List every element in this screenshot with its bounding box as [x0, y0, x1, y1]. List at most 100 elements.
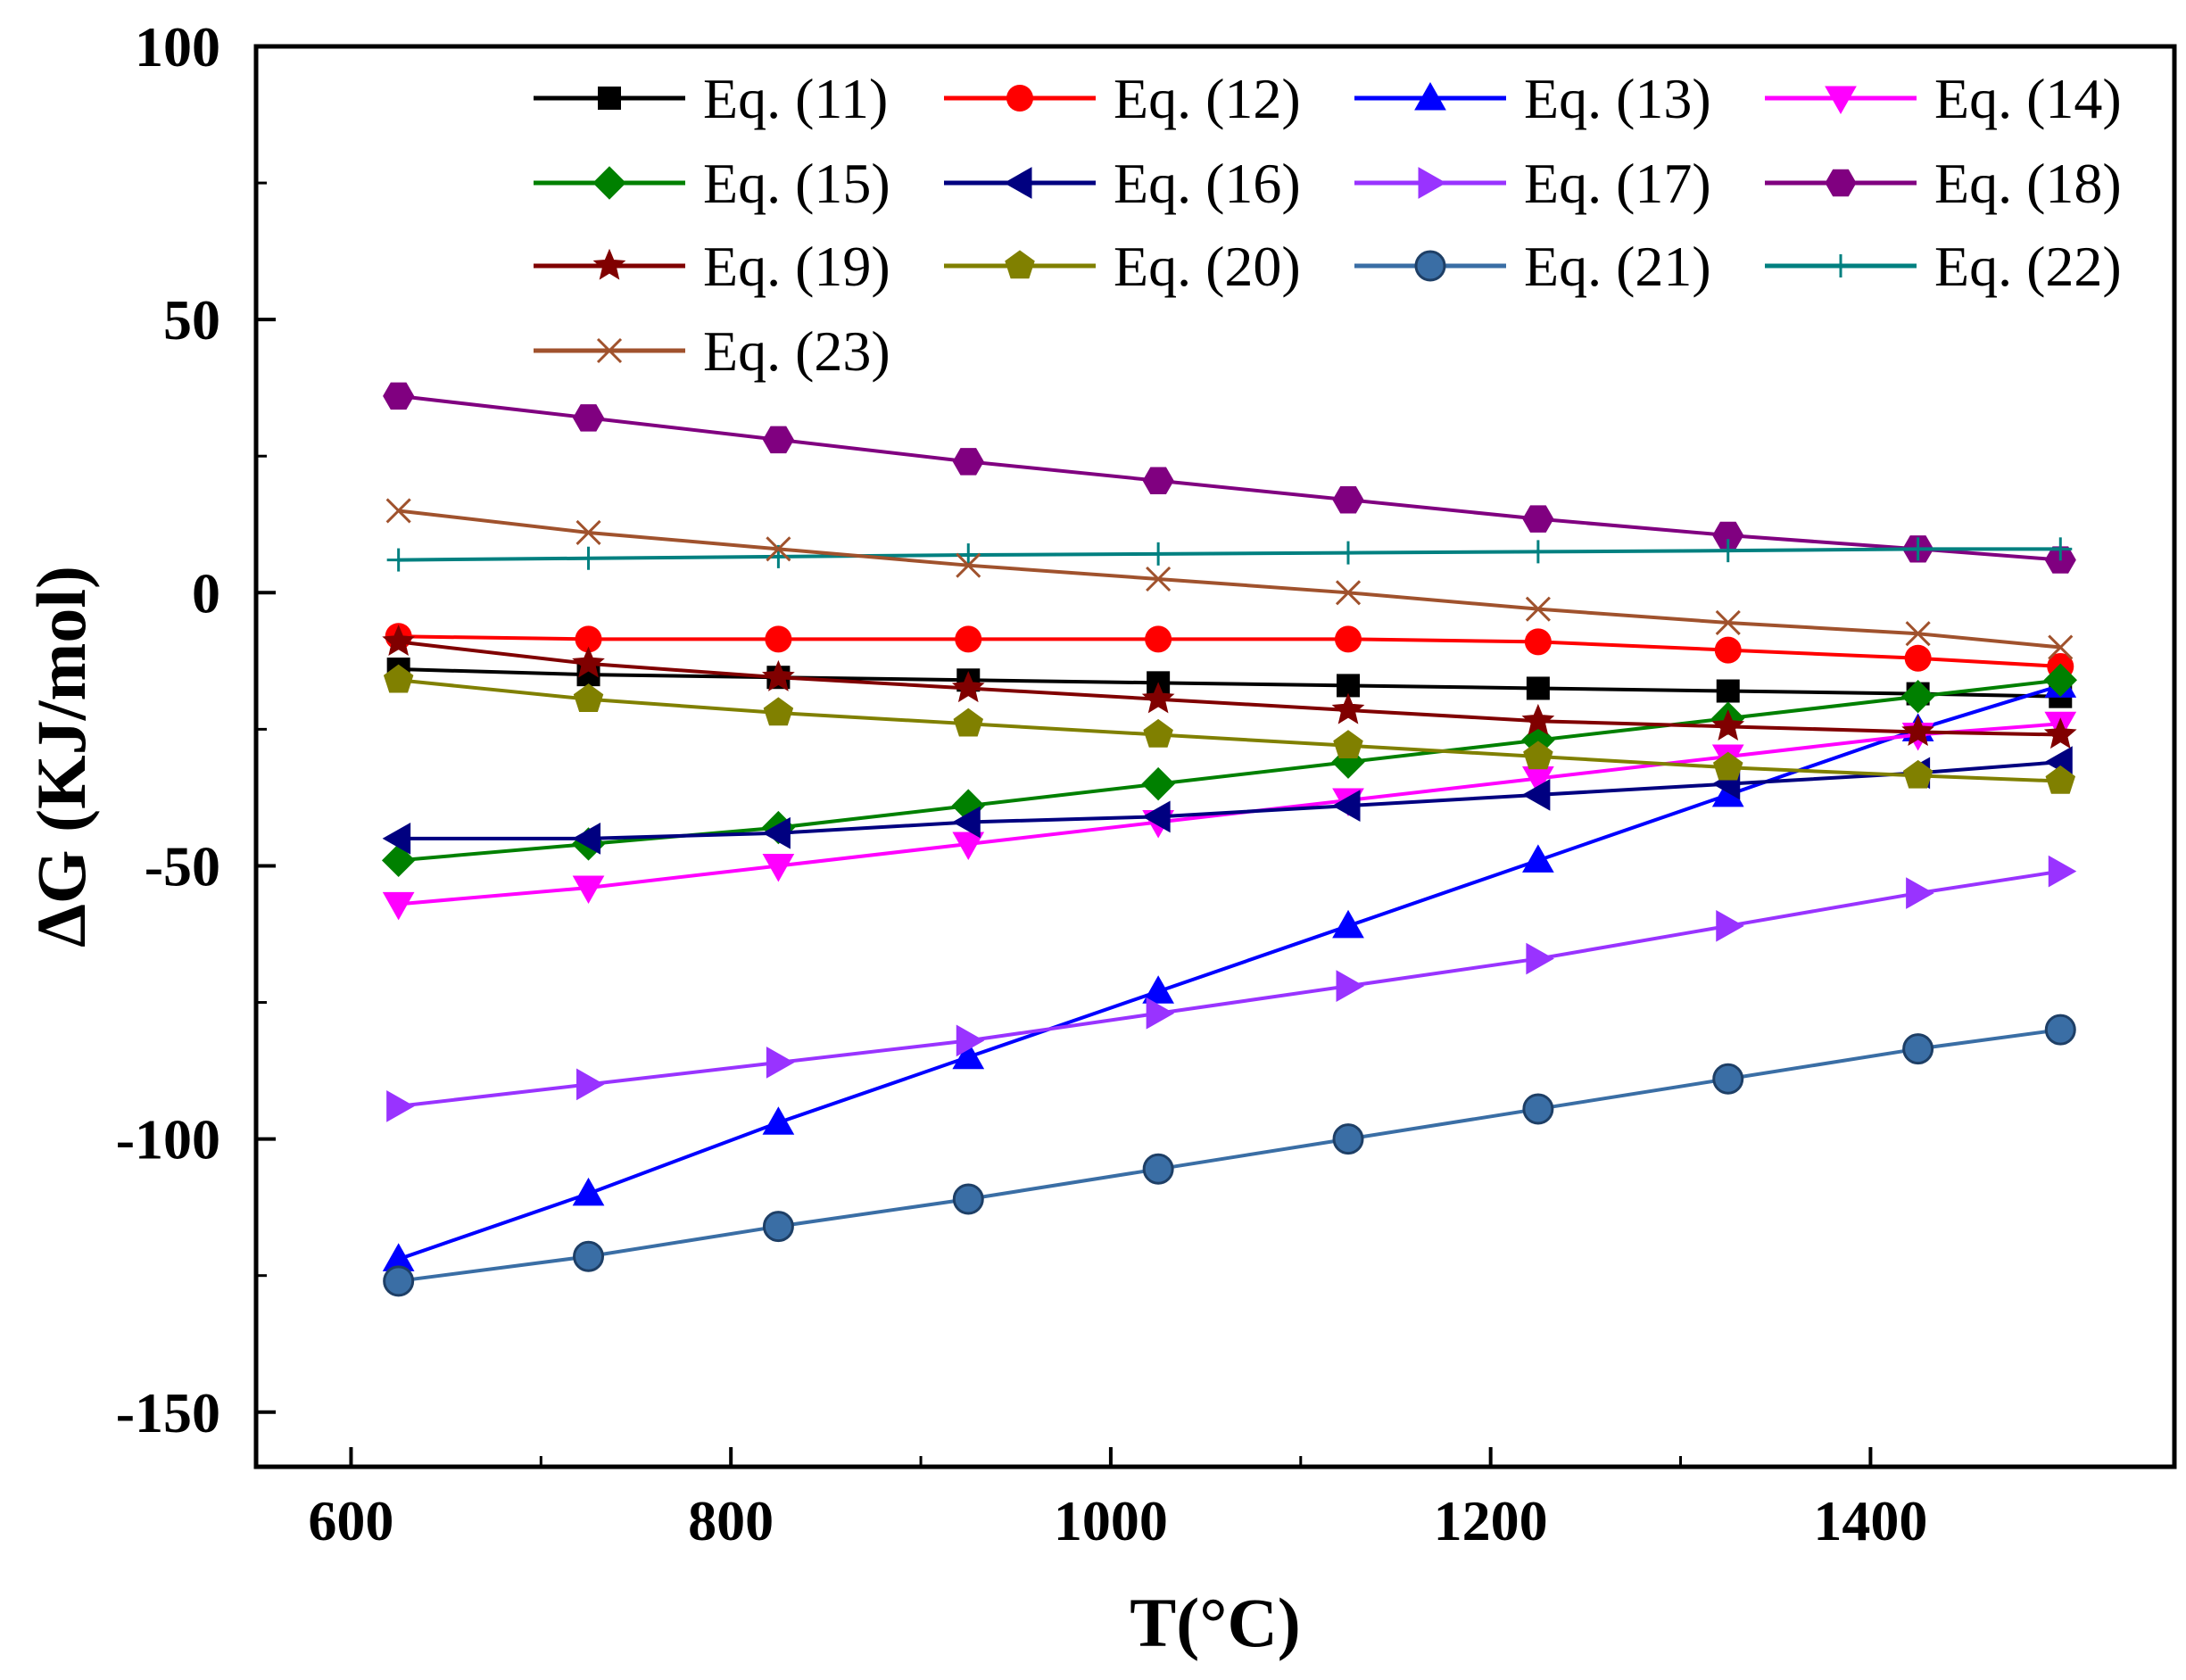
data-point: [2049, 537, 2073, 561]
data-point: [1906, 877, 1934, 909]
legend-marker: [1006, 85, 1033, 112]
legend-label: Eq. (21): [1524, 235, 1711, 298]
data-point: [953, 708, 984, 737]
y-tick-label: -150: [116, 1381, 220, 1444]
data-point: [1331, 790, 1361, 822]
legend-item: Eq. (13): [1354, 67, 1711, 130]
data-point: [1525, 596, 1551, 622]
x-tick-label: 1200: [1434, 1489, 1548, 1552]
legend-marker: [1414, 81, 1446, 111]
marker-part: [1146, 566, 1172, 592]
data-point: [1524, 628, 1552, 656]
legend-marker: [592, 248, 626, 280]
legend-label: Eq. (23): [703, 319, 890, 383]
data-point: [1332, 485, 1364, 514]
legend-label: Eq. (19): [703, 235, 890, 298]
legend-item: Eq. (21): [1354, 235, 1711, 298]
data-point: [1142, 467, 1174, 495]
legend: Eq. (11) Eq. (12) Eq. (13) Eq. (14) Eq. (15)…: [534, 67, 2122, 383]
data-point: [1716, 539, 1740, 563]
legend-label: Eq. (15): [703, 152, 890, 215]
marker-part: [1905, 621, 1931, 647]
data-point: [1526, 676, 1550, 700]
data-point: [766, 1047, 795, 1079]
data-point: [1902, 1033, 1934, 1065]
series-7: [386, 855, 2077, 1122]
data-point: [573, 683, 604, 712]
data-point: [1526, 540, 1550, 564]
legend-marker: [596, 337, 623, 364]
legend-item: Eq. (14): [1765, 67, 2122, 130]
legend-item: Eq. (16): [944, 152, 1301, 215]
data-point: [575, 625, 602, 653]
data-point: [1716, 679, 1740, 703]
data-point: [1523, 741, 1553, 770]
data-point: [1332, 909, 1364, 939]
legend-label: Eq. (13): [1524, 67, 1711, 130]
data-point: [1901, 715, 1934, 747]
data-point: [762, 1106, 795, 1135]
series-line: [398, 640, 2061, 737]
marker-part: [575, 519, 601, 546]
data-point: [383, 1265, 415, 1297]
data-point: [1712, 1063, 1744, 1095]
data-point: [952, 1040, 985, 1070]
y-tick-label: 100: [135, 15, 220, 79]
data-point: [762, 853, 795, 882]
data-point: [1714, 636, 1742, 664]
series-line: [398, 760, 2061, 840]
data-point: [381, 843, 416, 878]
data-point: [952, 806, 981, 839]
data-point: [762, 1211, 794, 1243]
data-point: [572, 875, 605, 904]
legend-marker: [598, 87, 621, 110]
legend-label: Eq. (20): [1114, 235, 1301, 298]
legend-marker: [1829, 254, 1852, 277]
data-point: [762, 426, 794, 454]
series-1: [386, 658, 2073, 708]
x-tick-label: 600: [308, 1489, 393, 1552]
data-point: [383, 664, 414, 693]
y-tick-label: -100: [116, 1108, 220, 1171]
y-tick-label: 0: [192, 561, 220, 625]
data-point: [952, 1183, 984, 1215]
data-point: [2048, 634, 2074, 660]
data-point: [386, 548, 410, 572]
data-point: [956, 1024, 985, 1057]
data-point: [1141, 766, 1175, 801]
data-point: [1526, 942, 1554, 975]
y-tick-label: 50: [163, 288, 220, 352]
data-point: [1336, 970, 1365, 1003]
data-point: [1522, 844, 1554, 873]
series-line: [398, 683, 2061, 1262]
x-axis-title: T(°C): [1130, 1584, 1301, 1661]
data-point: [572, 822, 601, 855]
series-13: [385, 498, 2074, 660]
series-11: [383, 1014, 2076, 1297]
data-point: [1335, 580, 1362, 606]
legend-label: Eq. (14): [1934, 67, 2122, 130]
series-line: [398, 1028, 2061, 1283]
data-point: [956, 543, 981, 567]
data-point: [1715, 609, 1741, 636]
data-point: [385, 498, 411, 524]
series-9: [382, 625, 2077, 749]
data-point: [1141, 682, 1175, 714]
series-10: [383, 664, 2076, 794]
data-point: [1142, 800, 1171, 833]
data-point: [762, 659, 795, 691]
data-point: [1522, 1093, 1554, 1125]
series-3: [382, 669, 2077, 1271]
data-point: [1147, 542, 1171, 566]
data-point: [573, 1240, 605, 1272]
legend-item: Eq. (18): [1765, 152, 2122, 215]
series-2: [385, 623, 2074, 680]
data-point: [766, 536, 791, 562]
series-line: [398, 634, 2061, 668]
data-point: [1143, 718, 1173, 748]
data-point: [386, 1090, 415, 1122]
series-line: [398, 678, 2061, 783]
legend-item: Eq. (12): [944, 67, 1301, 130]
data-point: [956, 552, 981, 578]
x-tick-label: 800: [688, 1489, 774, 1552]
